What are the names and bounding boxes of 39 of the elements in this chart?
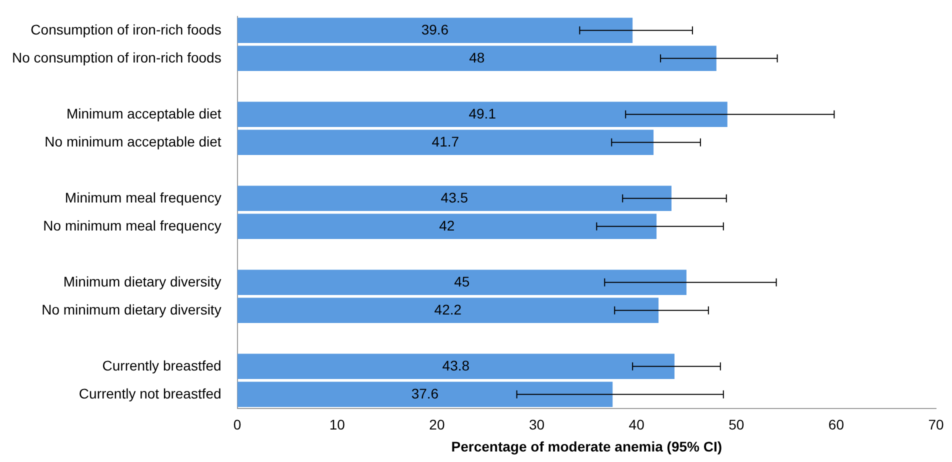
data-label: 43.8 — [442, 357, 470, 374]
data-label: 49.1 — [468, 105, 496, 122]
data-label: 45 — [454, 273, 470, 290]
data-label: 43.5 — [440, 189, 468, 206]
bar — [237, 102, 728, 127]
y-tick-label: Currently not breastfed — [78, 385, 222, 402]
y-tick-label: No minimum meal frequency — [43, 217, 222, 234]
y-tick-label: Minimum dietary diversity — [63, 273, 222, 290]
x-tick-label: 20 — [429, 416, 445, 433]
bar — [237, 382, 613, 407]
data-label: 39.6 — [421, 21, 449, 38]
y-tick-label: Minimum acceptable diet — [66, 105, 222, 122]
bar — [237, 18, 633, 43]
data-label: 41.7 — [432, 133, 460, 150]
bar — [237, 298, 659, 323]
bar — [237, 354, 674, 379]
data-label: 42 — [439, 217, 455, 234]
bar — [237, 186, 672, 211]
bar — [237, 270, 686, 295]
data-label: 48 — [469, 49, 485, 66]
bar — [237, 130, 654, 155]
x-tick-label: 50 — [728, 416, 744, 433]
y-tick-label: No minimum dietary diversity — [42, 301, 222, 318]
y-tick-label: Consumption of iron-rich foods — [30, 21, 222, 38]
x-tick-label: 10 — [329, 416, 346, 433]
data-label: 42.2 — [434, 301, 462, 318]
bar — [237, 46, 716, 71]
x-tick-label: 70 — [928, 416, 944, 433]
y-tick-label: No minimum acceptable diet — [44, 133, 222, 150]
y-tick-label: Currently breastfed — [102, 357, 222, 374]
data-label: 37.6 — [411, 385, 439, 402]
y-tick-label: No consumption of iron-rich foods — [12, 49, 222, 66]
x-axis-title: Percentage of moderate anemia (95% CI) — [451, 438, 722, 454]
x-tick-label: 60 — [828, 416, 844, 433]
x-tick-label: 30 — [528, 416, 545, 433]
x-tick-label: 0 — [233, 416, 242, 433]
y-tick-label: Minimum meal frequency — [64, 189, 222, 206]
x-tick-label: 40 — [628, 416, 645, 433]
bar — [237, 214, 657, 239]
